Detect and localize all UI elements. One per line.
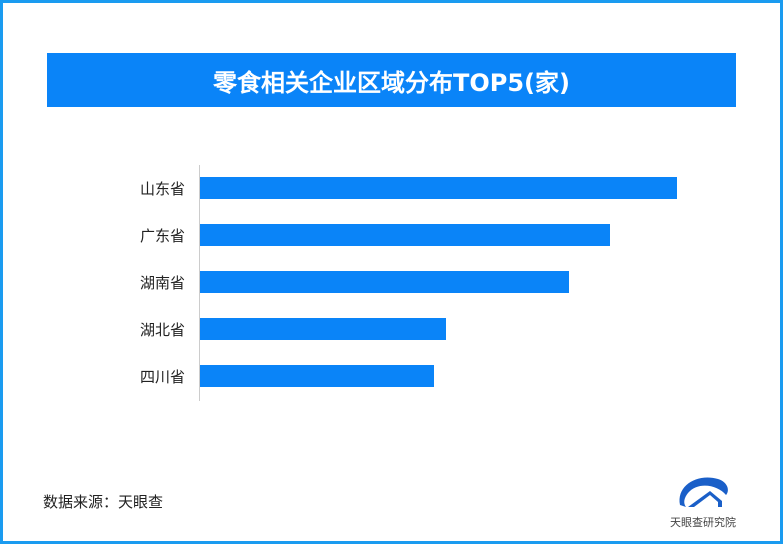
category-label: 山东省 [139, 180, 185, 198]
tianyancha-logo-icon: 天眼查研究院 [670, 477, 736, 529]
category-label: 广东省 [139, 227, 185, 245]
data-source: 数据来源：天眼查 [43, 493, 164, 511]
bar [200, 318, 447, 340]
chart-title: 零食相关企业区域分布TOP5(家) [47, 53, 736, 107]
svg-text:天眼查研究院: 天眼查研究院 [670, 515, 736, 529]
bar [200, 224, 611, 246]
y-axis-line [199, 165, 200, 401]
bar [200, 271, 570, 293]
category-label: 四川省 [139, 368, 185, 386]
bar [200, 365, 435, 387]
category-label: 湖北省 [139, 321, 185, 339]
category-label: 湖南省 [139, 274, 185, 292]
bar [200, 177, 677, 199]
